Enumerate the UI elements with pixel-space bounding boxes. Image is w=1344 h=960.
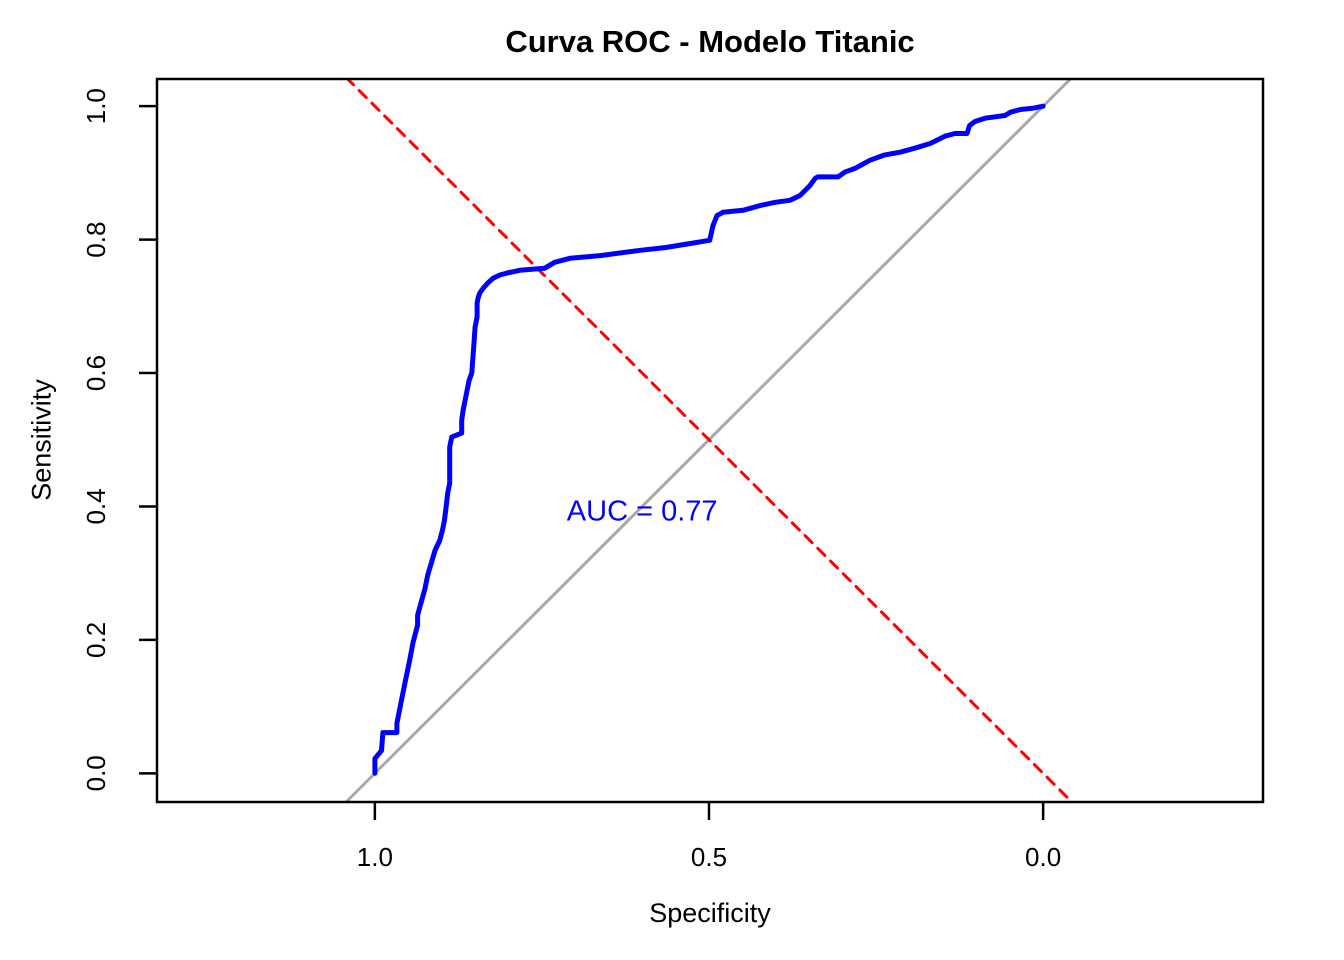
roc-curve-path bbox=[372, 103, 1046, 776]
y-axis-label: Sensitivity bbox=[26, 379, 57, 501]
tick-labels: 1.0 0.5 0.0 0.0 0.2 0.4 0.6 0.8 1.0 bbox=[81, 88, 1061, 872]
y-tick-label: 0.4 bbox=[81, 488, 111, 524]
auc-annotation: AUC = 0.77 bbox=[566, 495, 718, 528]
plot-border bbox=[155, 77, 1265, 804]
chance-line-path bbox=[344, 79, 1073, 802]
y-tick-label: 0.8 bbox=[81, 222, 111, 258]
x-axis-label: Specificity bbox=[649, 898, 771, 928]
y-tick-label: 0.6 bbox=[81, 355, 111, 391]
axis-ticks bbox=[139, 104, 1045, 820]
y-tick-label: 0.2 bbox=[81, 622, 111, 658]
reference-lines bbox=[344, 79, 1074, 802]
x-tick-label: 0.0 bbox=[1025, 842, 1061, 872]
y-tick-label: 0.0 bbox=[81, 755, 111, 791]
y-tick-label: 1.0 bbox=[81, 88, 111, 124]
chart-title: Curva ROC - Modelo Titanic bbox=[505, 24, 915, 59]
x-tick-label: 1.0 bbox=[357, 842, 393, 872]
reference-dashed-line-path bbox=[345, 79, 1074, 802]
x-tick-label: 0.5 bbox=[691, 842, 727, 872]
roc-curve bbox=[372, 103, 1046, 776]
